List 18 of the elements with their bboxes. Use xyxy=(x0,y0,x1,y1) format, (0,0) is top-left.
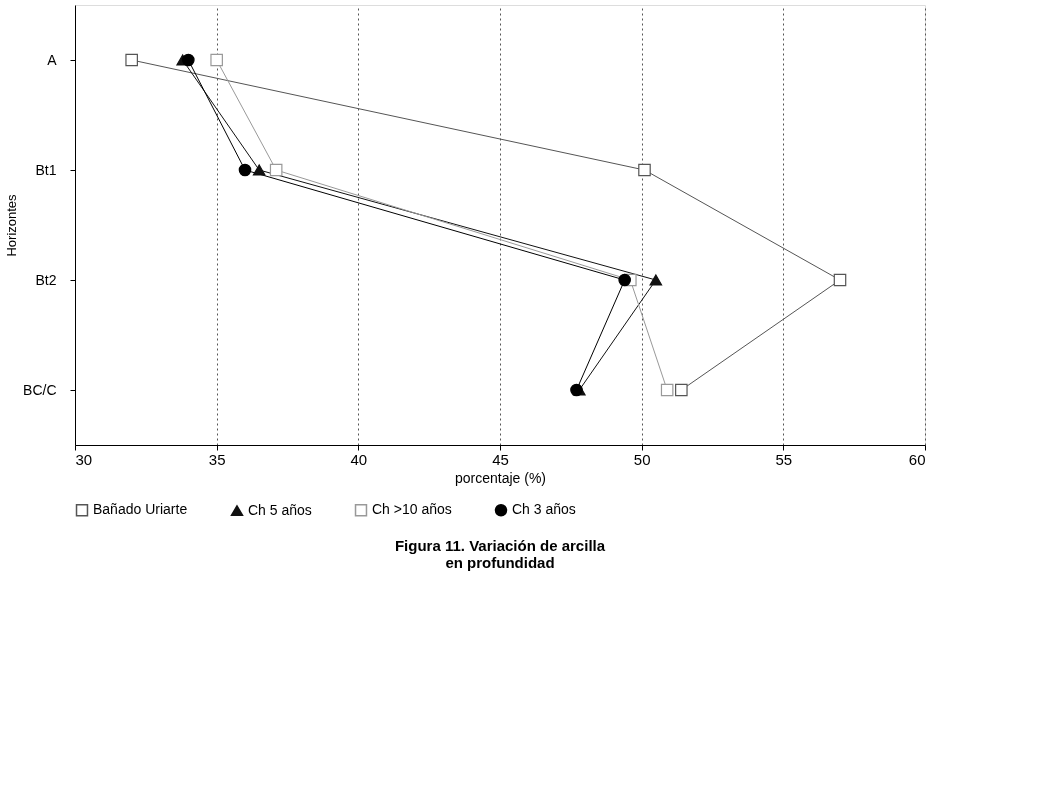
legend-label: Bañado Uriarte xyxy=(93,501,188,518)
x-tick-label: 35 xyxy=(208,450,226,468)
x-tick-label: 45 xyxy=(492,450,509,468)
y-tick-label: A xyxy=(47,51,58,68)
x-tick-label: 55 xyxy=(775,450,793,468)
text: Figura 11. Variación de arcilla en profundidad xyxy=(394,537,606,571)
y-tick-label: BC/C xyxy=(23,381,57,398)
y-axis-title: Horizontes xyxy=(4,193,20,257)
y-tick-label: Bt2 xyxy=(35,271,57,288)
x-axis-title: porcentaje (%) xyxy=(454,469,547,486)
legend-label: Ch 5 años xyxy=(248,501,312,518)
x-tick-label: 60 xyxy=(908,450,926,468)
x-tick-label: 40 xyxy=(350,450,368,468)
y-tick-label: Bt1 xyxy=(35,161,57,178)
legend-label: Ch >10 años xyxy=(372,501,452,518)
x-tick-label: 30 xyxy=(75,450,93,468)
legend-label: Ch 3 años xyxy=(512,501,576,518)
x-tick-label: 50 xyxy=(633,450,651,468)
